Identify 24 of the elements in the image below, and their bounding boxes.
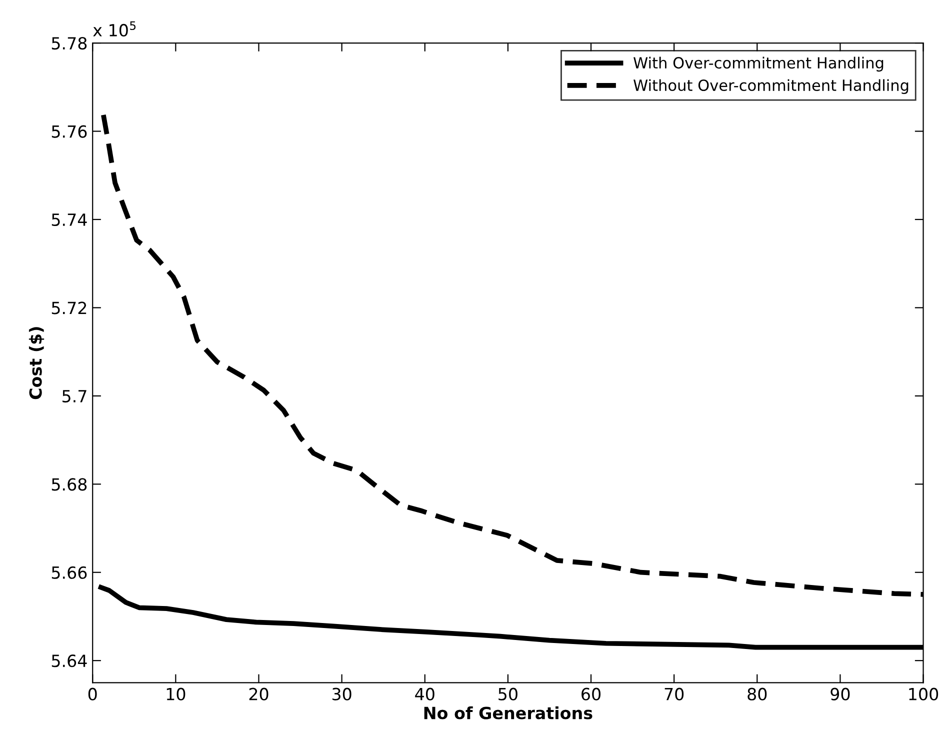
y-tick-label: 5.78 (52, 37, 87, 50)
y-tick-label: 5.64 (52, 654, 87, 668)
x-tick-label: 40 (415, 688, 434, 700)
x-tick-label: 50 (498, 688, 518, 700)
y-tick-label: 5.66 (52, 566, 87, 579)
legend-label: With Over-commitment Handling (634, 56, 884, 72)
x-tick-label: 20 (249, 688, 268, 700)
y-tick-label: 5.68 (52, 478, 87, 491)
x-tick-label: 100 (909, 688, 938, 700)
x-tick-label: 70 (664, 688, 684, 700)
x-tick-label: 60 (582, 688, 600, 700)
x-axis-title: No of Generations (424, 706, 592, 720)
text: x 10$^{5}$ (93, 21, 136, 36)
x-tick-label: 10 (166, 688, 186, 700)
y-tick-label: 5.72 (52, 302, 86, 314)
x-tick-label: 30 (332, 688, 352, 700)
y-tick-label: 5.7 (62, 390, 86, 402)
y-tick-label: 5.74 (52, 214, 87, 226)
legend-label: Without Over-commitment Handling (634, 79, 908, 94)
y-tick-label: 5.76 (52, 125, 87, 138)
y-axis-title: Cost ($) (28, 327, 44, 400)
x-tick-label: 90 (830, 688, 850, 700)
x-tick-label: 0 (88, 688, 97, 700)
x-tick-label: 80 (748, 688, 767, 700)
